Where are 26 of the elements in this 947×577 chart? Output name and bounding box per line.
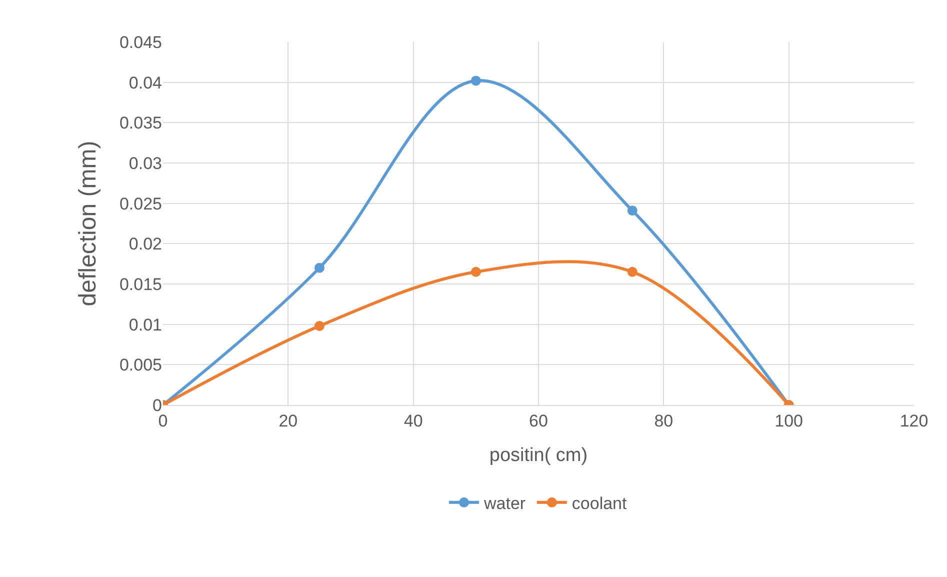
legend-label: water — [483, 494, 526, 514]
y-tick-label: 0.04 — [128, 73, 162, 92]
y-tick-label: 0.035 — [119, 114, 162, 133]
x-axis-title: positin( cm) — [489, 445, 588, 466]
y-tick-label: 0.03 — [128, 154, 162, 173]
point — [627, 206, 638, 216]
y-tick-label: 0 — [152, 396, 162, 415]
x-tick-label: 120 — [900, 411, 928, 430]
y-tick-label: 0.005 — [119, 356, 162, 375]
y-tick-label: 0.025 — [119, 194, 162, 214]
y-tick-label: 0.02 — [128, 234, 162, 254]
x-tick-label: 100 — [774, 411, 804, 430]
y-tick-label: 0.045 — [119, 32, 162, 52]
x-tick-label: 80 — [654, 411, 674, 430]
x-tick-label: 60 — [529, 411, 548, 430]
point — [470, 266, 481, 277]
x-tick-label: 40 — [404, 411, 423, 430]
point — [470, 76, 481, 86]
y-axis-title: deflection (mm) — [74, 140, 102, 306]
point — [627, 266, 638, 277]
x-tick-label: 20 — [278, 411, 298, 430]
y-tick-label: 0.015 — [119, 274, 162, 294]
point — [314, 320, 324, 331]
y-tick-label: 0.01 — [128, 315, 162, 334]
legend-label: coolant — [572, 494, 628, 514]
point — [314, 262, 324, 273]
